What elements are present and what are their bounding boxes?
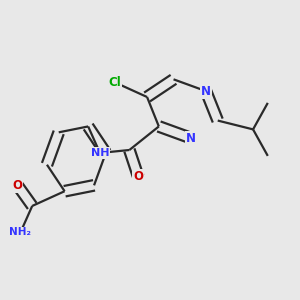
Text: O: O [133, 170, 143, 183]
Text: N: N [201, 85, 211, 98]
Text: N: N [186, 132, 196, 145]
Text: Cl: Cl [108, 76, 121, 89]
Text: NH: NH [91, 148, 109, 158]
Text: O: O [13, 179, 22, 192]
Text: NH₂: NH₂ [9, 227, 32, 237]
